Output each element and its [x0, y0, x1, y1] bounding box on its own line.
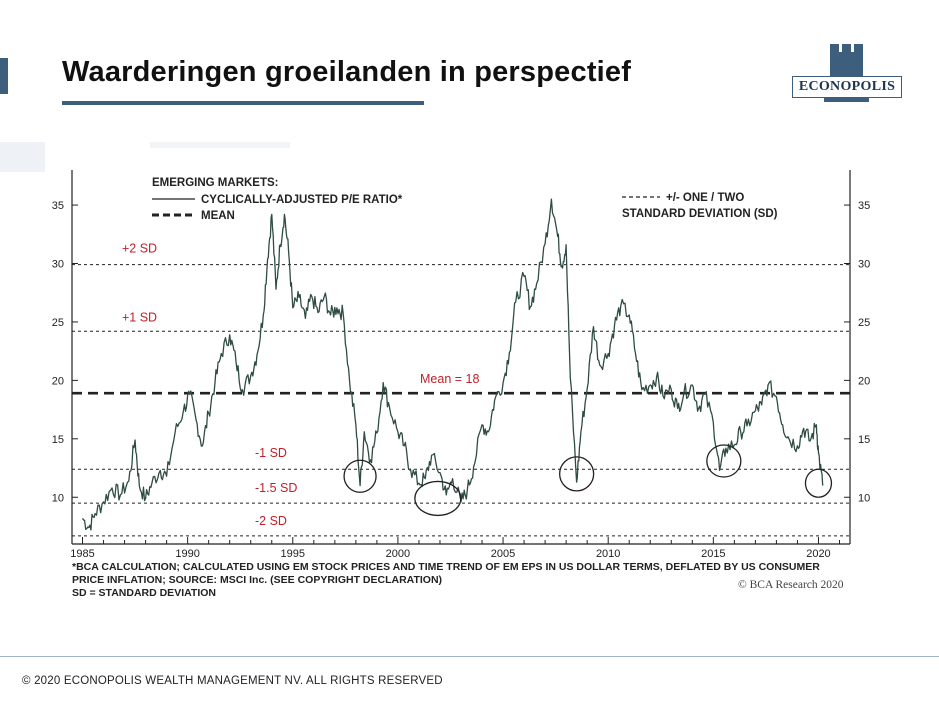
- pe-ratio-chart: +2 SD +1 SD -1 SD -1.5 SD -2 SD Mean = 18 10 1…: [0, 142, 871, 560]
- x-tick-label: 2010: [596, 548, 620, 560]
- y-tick-label-right: 35: [858, 200, 870, 212]
- footnote-line-2: PRICE INFLATION; SOURCE: MSCI Inc. (SEE …: [72, 574, 443, 586]
- reference-lines: +2 SD +1 SD -1 SD -1.5 SD -2 SD Mean = 18: [72, 242, 850, 537]
- x-tick-label: 2000: [386, 548, 410, 560]
- title-underline: [62, 101, 424, 105]
- plot-frame: [71, 170, 851, 545]
- x-tick-label: 2015: [701, 548, 725, 560]
- x-tick-label: 2005: [491, 548, 515, 560]
- y-tick-label-right: 15: [858, 434, 870, 446]
- x-tick-label: 2020: [806, 548, 830, 560]
- y-tick-label-left: 10: [52, 492, 64, 504]
- x-tick-label: 1985: [70, 548, 94, 560]
- legend: EMERGING MARKETS: CYCLICALLY-ADJUSTED P/…: [152, 177, 778, 222]
- bca-copyright: © BCA Research 2020: [738, 579, 844, 591]
- x-tick-label: 1995: [281, 548, 305, 560]
- sd-label: +2 SD: [122, 242, 157, 256]
- castle-tower-icon: [824, 44, 869, 102]
- sd-label: -2 SD: [255, 514, 287, 528]
- y-tick-label-right: 10: [858, 492, 870, 504]
- pe-ratio-line: [81, 198, 824, 531]
- sd-label: -1 SD: [255, 446, 287, 460]
- trough-circle: [804, 468, 833, 498]
- left-accent-bar: [0, 58, 8, 94]
- y-tick-label-left: 25: [52, 317, 64, 329]
- trough-circle: [414, 480, 462, 517]
- chart-footnote: *BCA CALCULATION; CALCULATED USING EM ST…: [72, 561, 872, 600]
- footnote-line-1: *BCA CALCULATION; CALCULATED USING EM ST…: [72, 561, 820, 573]
- y-tick-label-left: 30: [52, 259, 64, 271]
- y-tick-label-right: 30: [858, 259, 870, 271]
- trough-circles: [343, 444, 833, 517]
- trough-circle: [558, 456, 595, 492]
- legend-heading: EMERGING MARKETS:: [152, 177, 279, 189]
- legend-sd-label-2: STANDARD DEVIATION (SD): [622, 208, 778, 220]
- trough-circle: [343, 459, 377, 493]
- legend-mean-label: MEAN: [201, 210, 235, 222]
- background-decoration: [0, 142, 290, 172]
- y-tick-label-left: 35: [52, 200, 64, 212]
- y-tick-label-right: 25: [858, 317, 870, 329]
- trough-circle: [706, 444, 742, 478]
- legend-series-label: CYCLICALLY-ADJUSTED P/E RATIO*: [201, 194, 403, 206]
- x-tick-label: 1990: [175, 548, 199, 560]
- y-tick-label-left: 15: [52, 434, 64, 446]
- sd-label: +1 SD: [122, 310, 157, 324]
- footer-copyright: © 2020 ECONOPOLIS WEALTH MANAGEMENT NV. …: [22, 675, 443, 687]
- mean-label: Mean = 18: [420, 372, 479, 386]
- footnote-line-3: SD = STANDARD DEVIATION: [72, 587, 216, 599]
- y-tick-label-right: 20: [858, 375, 870, 387]
- footer-divider: [0, 656, 939, 657]
- logo-wordmark: ECONOPOLIS: [792, 76, 902, 98]
- series-group: [81, 198, 824, 531]
- y-tick-label-left: 20: [52, 375, 64, 387]
- legend-sd-label: +/- ONE / TWO: [666, 192, 744, 204]
- page-title: Waarderingen groeilanden in perspectief: [62, 56, 632, 88]
- sd-label: -1.5 SD: [255, 481, 297, 495]
